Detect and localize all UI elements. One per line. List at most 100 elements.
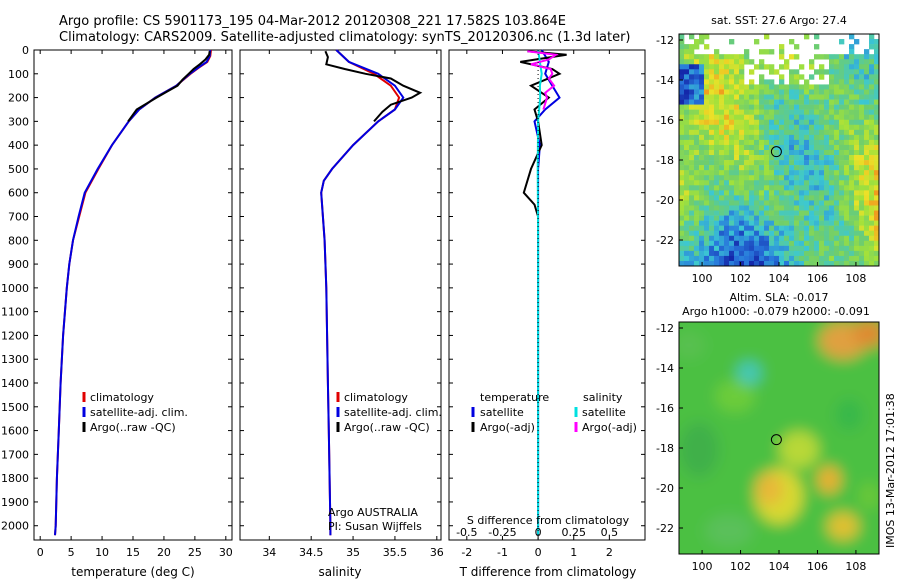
sst-cell: [694, 44, 700, 50]
sst-cell: [699, 99, 705, 105]
sst-cell: [854, 64, 860, 70]
sst-cell: [859, 104, 865, 110]
y-tick-label: 400: [8, 139, 29, 152]
sst-cell: [814, 150, 820, 156]
sst-cell: [694, 230, 700, 237]
x-tick-label: 25: [188, 546, 202, 559]
sst-cell: [859, 240, 865, 247]
sst-cell: [734, 134, 740, 141]
sst-cell: [754, 170, 760, 176]
sst-cell: [804, 170, 810, 176]
sst-cell: [834, 109, 840, 115]
x-tick-label: 35.5: [383, 546, 408, 559]
sst-cell: [679, 54, 685, 60]
sst-cell: [759, 250, 765, 257]
sst-cell: [809, 230, 815, 237]
sst-cell: [874, 240, 879, 247]
sst-cell: [859, 195, 865, 201]
annotation-pi: PI: Susan Wijffels: [328, 520, 422, 533]
sst-cell: [694, 210, 700, 216]
sst-cell: [774, 89, 780, 95]
sst-cell: [864, 180, 870, 186]
sst-cell: [724, 250, 730, 257]
sst-cell: [699, 74, 705, 80]
x-tick-label: 0: [535, 546, 542, 559]
sst-cell: [839, 210, 845, 216]
sst-cell: [844, 185, 850, 191]
sst-cell: [824, 104, 830, 110]
sst-cell: [719, 79, 725, 85]
sst-cell: [844, 165, 850, 171]
sst-cell: [799, 240, 805, 247]
sst-cell: [844, 134, 850, 141]
sst-cell: [829, 119, 835, 126]
sst-cell: [699, 39, 705, 45]
sst-cell: [704, 250, 710, 257]
sst-cell: [794, 54, 800, 60]
sst-cell: [704, 160, 710, 166]
sst-cell: [799, 155, 805, 161]
sst-cell: [799, 250, 805, 257]
sla-blob: [755, 472, 783, 506]
sst-cell: [804, 84, 810, 90]
sst-cell: [759, 165, 765, 171]
sst-cell: [809, 119, 815, 126]
sst-cell: [824, 215, 830, 221]
sst-cell: [774, 160, 780, 166]
sst-cell: [799, 225, 805, 231]
sst-cell: [854, 129, 860, 136]
sst-cell: [874, 54, 879, 60]
sst-cell: [704, 225, 710, 231]
sst-cell: [724, 225, 730, 231]
sst-cell: [694, 114, 700, 121]
sst-cell: [849, 134, 855, 141]
y-tick-label: 600: [8, 187, 29, 200]
sst-cell: [684, 49, 690, 55]
sst-cell: [829, 94, 835, 100]
sst-cell: [859, 79, 865, 85]
sst-cell: [839, 89, 845, 95]
sst-cell: [779, 250, 785, 257]
sst-cell: [819, 144, 825, 151]
sst-cell: [714, 180, 720, 186]
sst-cell: [724, 64, 730, 70]
sst-cell: [744, 114, 750, 121]
y-tick-label: 1600: [1, 425, 29, 438]
sst-cell: [814, 240, 820, 247]
sst-cell: [754, 139, 760, 146]
sst-cell: [824, 235, 830, 242]
sst-cell: [784, 245, 790, 252]
sst-cell: [679, 255, 685, 262]
sst-cell: [739, 109, 745, 115]
x-tick-label: 100: [692, 272, 713, 285]
sst-cell: [704, 134, 710, 141]
sst-cell: [759, 104, 765, 110]
sst-cell: [794, 69, 800, 75]
sst-cell: [799, 94, 805, 100]
sst-cell: [814, 144, 820, 151]
sst-cell: [704, 230, 710, 237]
sst-cell: [764, 114, 770, 121]
sst-cell: [734, 255, 740, 262]
sst-cell: [734, 170, 740, 176]
sst-cell: [829, 190, 835, 196]
sst-cell: [709, 79, 715, 85]
sst-cell: [814, 139, 820, 146]
sst-cell: [684, 89, 690, 95]
sst-cell: [744, 185, 750, 191]
sst-cell: [804, 89, 810, 95]
sst-cell: [814, 84, 820, 90]
sst-cell: [844, 235, 850, 242]
sst-cell: [819, 124, 825, 131]
sst-cell: [859, 220, 865, 226]
sst-cell: [694, 220, 700, 226]
sst-cell: [789, 230, 795, 237]
sst-cell: [734, 215, 740, 221]
sst-cell: [864, 49, 870, 55]
x-tick-label: 15: [126, 546, 140, 559]
x-tick-label: 104: [769, 560, 790, 573]
sst-map-panel: sat. SST: 27.6 Argo: 27.4 100 102 104 106 10…: [656, 14, 880, 285]
sst-cell: [714, 69, 720, 75]
sst-cell: [704, 59, 710, 65]
